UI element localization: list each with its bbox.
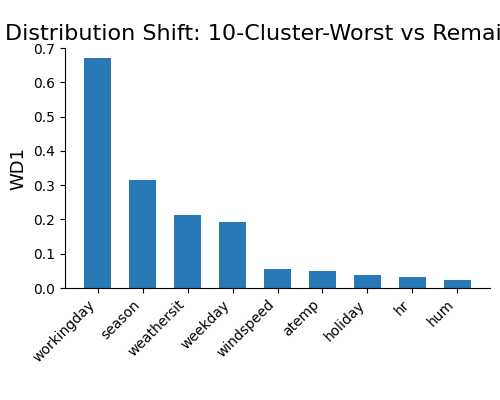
Bar: [174, 215, 201, 288]
Bar: [444, 280, 470, 288]
Bar: [399, 277, 426, 288]
Bar: [354, 275, 381, 288]
Bar: [309, 271, 336, 288]
Title: Distribution Shift: 10-Cluster-Worst vs Remaining: Distribution Shift: 10-Cluster-Worst vs …: [5, 24, 500, 44]
Y-axis label: WD1: WD1: [10, 146, 28, 190]
Bar: [264, 269, 291, 288]
Bar: [84, 58, 112, 288]
Bar: [219, 222, 246, 288]
Bar: [129, 180, 156, 288]
